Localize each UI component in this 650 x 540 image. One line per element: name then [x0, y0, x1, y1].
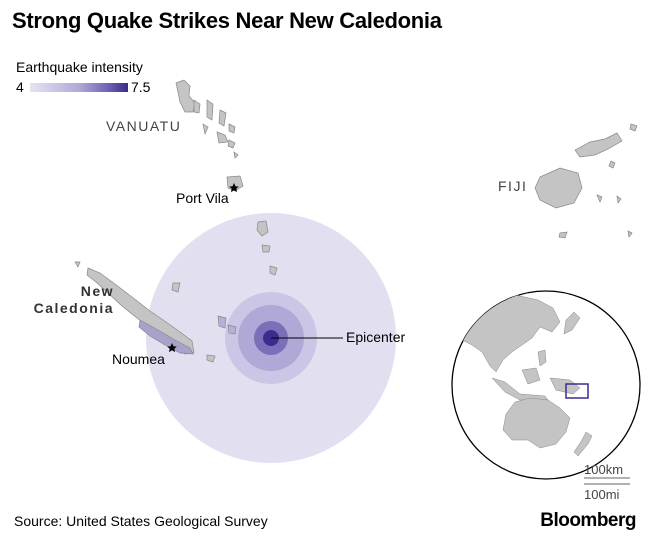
legend-title: Earthquake intensity	[16, 59, 143, 75]
map-title: Strong Quake Strikes Near New Caledonia	[12, 8, 442, 33]
port-vila-star-icon	[229, 183, 239, 193]
globe-new-guinea	[549, 377, 581, 395]
new-caledonia-label-line2: Caledonia	[33, 300, 114, 316]
noumea-label: Noumea	[112, 351, 165, 367]
new-caledonia-southern-region	[138, 319, 194, 355]
globe-japan	[563, 311, 581, 335]
legend-min-value: 4	[16, 79, 24, 95]
epicenter-label: Epicenter	[346, 329, 406, 345]
new-caledonia-label-line1: New	[80, 283, 114, 299]
source-note: Source: United States Geological Survey	[14, 513, 268, 529]
fiji-islands	[534, 123, 638, 239]
noumea-star-icon	[167, 343, 177, 353]
new-caledonia-land	[74, 261, 237, 363]
globe-sumatra-java	[491, 377, 549, 401]
new-caledonia-label: New Caledonia	[32, 283, 114, 317]
scale-mi-label: 100mi	[584, 487, 620, 502]
loyalty-island-ouvea	[217, 315, 227, 329]
vanuatu-label: VANUATU	[106, 118, 182, 134]
scale-bar	[584, 477, 630, 485]
fiji-label: FIJI	[498, 178, 528, 194]
belep-islands	[74, 261, 81, 268]
isle-of-pines	[206, 354, 216, 363]
legend-color-bar	[30, 83, 128, 92]
inset-locator-box	[565, 383, 589, 399]
globe-borneo	[521, 367, 541, 385]
globe-australia	[502, 397, 571, 449]
port-vila-label: Port Vila	[176, 190, 229, 206]
legend-max-value: 7.5	[131, 79, 151, 95]
globe-philippines	[537, 349, 547, 367]
loyalty-island-lifou	[227, 324, 237, 335]
inset-globe	[451, 290, 641, 480]
globe-new-zealand	[573, 431, 593, 457]
bloomberg-logo: Bloomberg	[540, 510, 636, 531]
scale-km-label: 100km	[584, 462, 624, 477]
